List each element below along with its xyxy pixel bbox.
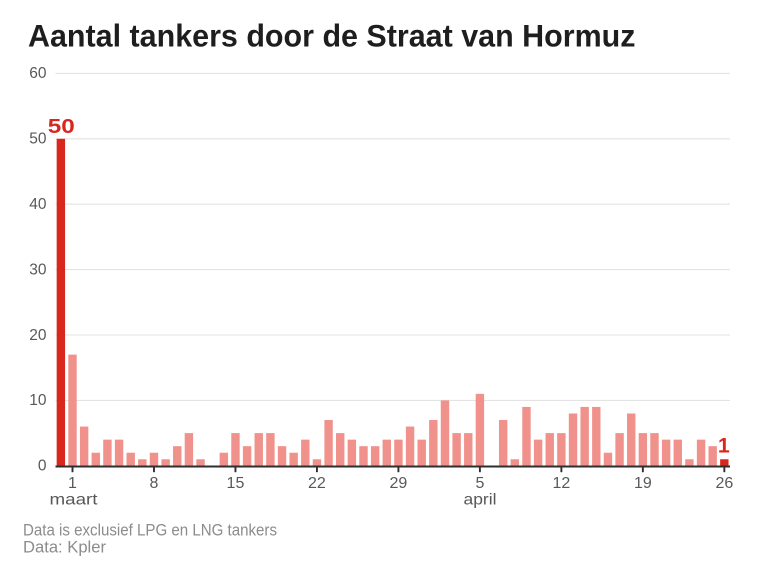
svg-text:0: 0 bbox=[38, 458, 47, 475]
svg-text:Aantal tankers door de Straat: Aantal tankers door de Straat van Hormuz bbox=[28, 18, 636, 54]
svg-text:50: 50 bbox=[29, 131, 47, 148]
svg-text:22: 22 bbox=[308, 475, 326, 492]
svg-text:60: 60 bbox=[29, 65, 47, 82]
svg-text:april: april bbox=[464, 492, 497, 509]
svg-text:50: 50 bbox=[48, 115, 75, 138]
svg-text:20: 20 bbox=[29, 327, 47, 344]
svg-text:19: 19 bbox=[634, 475, 652, 492]
svg-text:8: 8 bbox=[150, 475, 159, 492]
svg-text:maart: maart bbox=[50, 492, 99, 509]
svg-text:1: 1 bbox=[68, 475, 77, 492]
svg-text:10: 10 bbox=[29, 392, 47, 409]
svg-text:29: 29 bbox=[390, 475, 408, 492]
svg-text:15: 15 bbox=[227, 475, 245, 492]
svg-text:1: 1 bbox=[718, 435, 730, 458]
svg-text:Data is exclusief LPG en LNG t: Data is exclusief LPG en LNG tankers bbox=[23, 522, 277, 540]
svg-text:12: 12 bbox=[552, 475, 570, 492]
svg-text:26: 26 bbox=[715, 475, 733, 492]
svg-text:Data: Kpler: Data: Kpler bbox=[23, 539, 107, 557]
svg-text:5: 5 bbox=[475, 475, 484, 492]
svg-text:30: 30 bbox=[29, 261, 47, 278]
svg-text:40: 40 bbox=[29, 196, 47, 213]
